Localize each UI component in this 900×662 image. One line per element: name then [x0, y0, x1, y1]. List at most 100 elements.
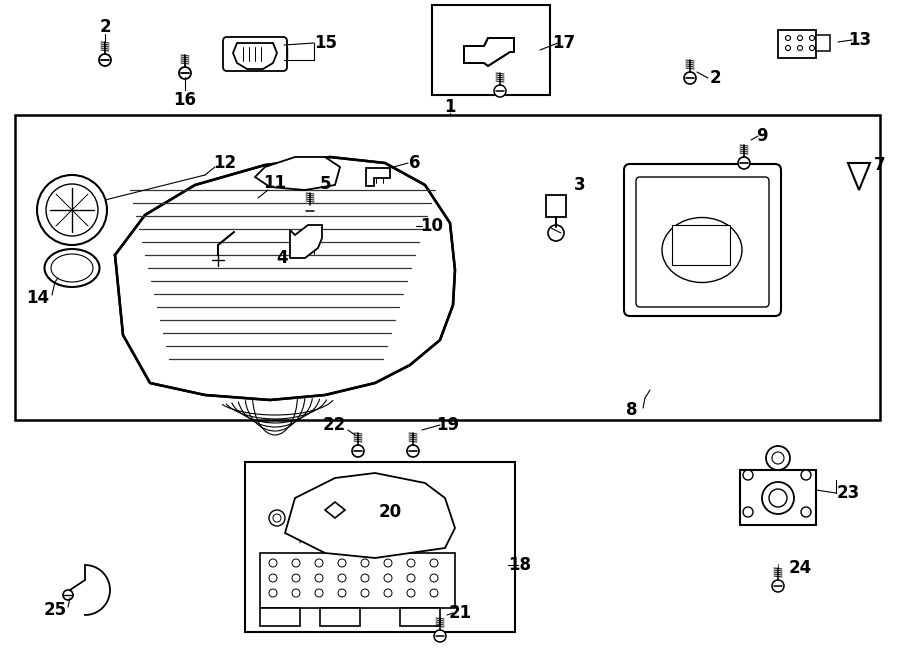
Circle shape	[797, 46, 803, 50]
Circle shape	[801, 507, 811, 517]
Circle shape	[292, 574, 300, 582]
Ellipse shape	[51, 254, 93, 282]
Circle shape	[809, 46, 814, 50]
Circle shape	[269, 589, 277, 597]
FancyBboxPatch shape	[223, 37, 287, 71]
Text: 2: 2	[99, 18, 111, 36]
Circle shape	[292, 589, 300, 597]
Text: 8: 8	[626, 401, 638, 419]
Circle shape	[338, 589, 346, 597]
Text: 4: 4	[276, 249, 288, 267]
Circle shape	[407, 445, 419, 457]
Bar	[778, 30, 816, 58]
Circle shape	[99, 54, 111, 66]
Text: 1: 1	[445, 98, 455, 116]
Circle shape	[430, 589, 438, 597]
Text: 5: 5	[320, 175, 331, 193]
Circle shape	[269, 559, 277, 567]
Bar	[740, 470, 816, 525]
Text: 16: 16	[174, 91, 196, 109]
Circle shape	[315, 574, 323, 582]
Circle shape	[738, 157, 750, 169]
Bar	[320, 608, 360, 626]
Circle shape	[786, 46, 790, 50]
Circle shape	[179, 67, 191, 79]
Circle shape	[242, 252, 378, 388]
Circle shape	[37, 175, 107, 245]
Circle shape	[407, 574, 415, 582]
Bar	[15, 115, 880, 420]
Circle shape	[361, 589, 369, 597]
Text: 9: 9	[756, 127, 768, 145]
Circle shape	[269, 510, 285, 526]
Bar	[260, 553, 455, 608]
Bar	[390, 215, 416, 237]
Polygon shape	[115, 157, 455, 400]
Circle shape	[797, 36, 803, 40]
Circle shape	[359, 488, 371, 500]
Bar	[234, 210, 262, 240]
Polygon shape	[848, 163, 870, 190]
Text: 19: 19	[436, 416, 460, 434]
Circle shape	[407, 559, 415, 567]
Circle shape	[548, 225, 564, 241]
Circle shape	[430, 574, 438, 582]
Text: 15: 15	[314, 34, 338, 52]
Circle shape	[762, 482, 794, 514]
Bar	[546, 195, 566, 217]
Bar	[245, 462, 515, 632]
Bar	[432, 5, 550, 95]
Polygon shape	[290, 225, 322, 258]
Circle shape	[772, 580, 784, 592]
Text: 21: 21	[448, 604, 472, 622]
Circle shape	[801, 470, 811, 480]
Circle shape	[772, 452, 784, 464]
Polygon shape	[233, 43, 277, 69]
Text: 17: 17	[553, 34, 576, 52]
Circle shape	[809, 36, 814, 40]
Polygon shape	[255, 157, 340, 190]
Circle shape	[766, 446, 790, 470]
Text: 18: 18	[508, 556, 532, 574]
Ellipse shape	[44, 249, 100, 287]
Circle shape	[361, 574, 369, 582]
Text: 2: 2	[709, 69, 721, 87]
Text: 11: 11	[264, 174, 286, 192]
Bar	[260, 608, 300, 626]
Circle shape	[769, 489, 787, 507]
Polygon shape	[464, 38, 514, 66]
Circle shape	[269, 574, 277, 582]
Bar	[672, 225, 730, 265]
Bar	[240, 198, 256, 210]
FancyBboxPatch shape	[636, 177, 769, 307]
Circle shape	[384, 574, 392, 582]
Polygon shape	[366, 168, 390, 186]
Text: 12: 12	[213, 154, 237, 172]
Circle shape	[280, 290, 340, 350]
Text: 20: 20	[378, 503, 401, 521]
Circle shape	[786, 36, 790, 40]
Circle shape	[258, 268, 362, 372]
Text: 24: 24	[788, 559, 812, 577]
Text: 22: 22	[322, 416, 346, 434]
Bar	[277, 47, 287, 59]
Circle shape	[352, 445, 364, 457]
Circle shape	[273, 514, 281, 522]
Circle shape	[338, 574, 346, 582]
Circle shape	[430, 559, 438, 567]
Circle shape	[46, 184, 98, 236]
Text: 13: 13	[849, 31, 871, 49]
Circle shape	[304, 205, 316, 217]
Circle shape	[434, 630, 446, 642]
Circle shape	[384, 559, 392, 567]
Circle shape	[63, 590, 73, 600]
Text: 7: 7	[874, 156, 886, 174]
Text: 3: 3	[574, 176, 586, 194]
Circle shape	[743, 470, 753, 480]
Circle shape	[743, 507, 753, 517]
Text: 6: 6	[410, 154, 421, 172]
Polygon shape	[325, 502, 345, 518]
Circle shape	[494, 85, 506, 97]
Text: 25: 25	[43, 601, 67, 619]
Circle shape	[338, 559, 346, 567]
